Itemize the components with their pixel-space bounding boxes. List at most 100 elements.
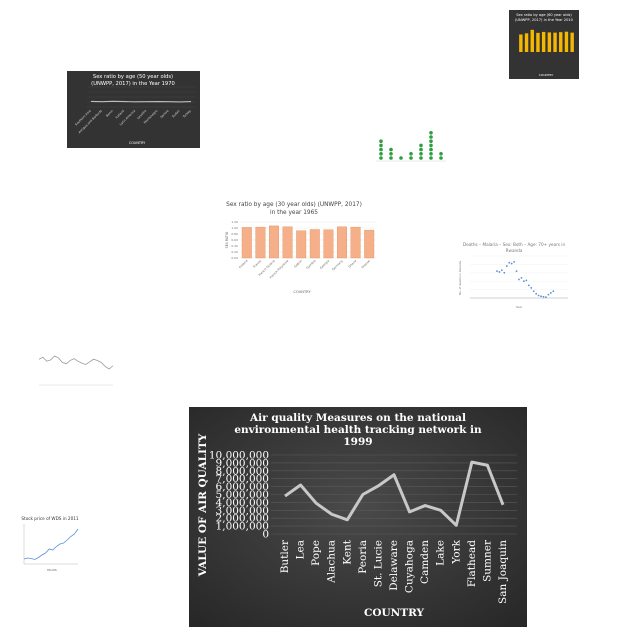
y-tick-label: 8,000,000: [216, 465, 269, 477]
x-axis-label: Year: [516, 305, 523, 309]
x-tick-label: Samoa: [159, 109, 169, 119]
x-tick-label: Pope: [310, 540, 322, 566]
bar: [564, 31, 569, 52]
x-tick-label: France: [252, 259, 262, 269]
x-tick-label: Finland: [238, 259, 248, 269]
y-tick-label: 0.40: [231, 244, 238, 248]
y-axis-label: SEX RATIO: [225, 231, 229, 248]
bar: [530, 29, 534, 52]
y-tick-label: 3,000,000: [216, 505, 269, 517]
chart-title-line: (UNWPP, 2017) in the Year 2010: [515, 18, 574, 22]
data-point: [513, 260, 515, 263]
y-tick-label: 10,000,000: [209, 450, 269, 462]
data-point: [429, 139, 433, 143]
data-point: [429, 156, 433, 160]
y-tick-label: 7,000,000: [216, 473, 269, 485]
y-tick-label: 0: [262, 529, 269, 541]
x-tick-label: Sudan: [171, 109, 181, 119]
chart-background: [189, 407, 527, 627]
bar: [519, 34, 523, 52]
data-point: [530, 287, 533, 289]
data-point: [419, 152, 423, 156]
data-point: [547, 293, 550, 296]
y-tick-label: 4,000,000: [216, 497, 269, 509]
chart-title-line: Sex ratio by age (60 year olds): [516, 13, 572, 17]
bar: [553, 32, 557, 52]
y-tick-label: 9,000,000: [216, 457, 269, 469]
data-point: [419, 147, 423, 152]
chart-wave-line-svg: [38, 355, 114, 386]
chart-title-line: Air quality Measures on the national: [249, 412, 466, 424]
data-point: [552, 290, 555, 293]
data-point: [498, 271, 501, 273]
y-tick-label: 0.60: [231, 238, 238, 242]
data-point: [429, 152, 433, 156]
x-axis-label: COUNTRY: [364, 607, 424, 619]
x-tick-label: Sumner: [481, 539, 493, 582]
x-tick-label: Gambia: [305, 259, 316, 270]
chart-green-dots-svg: [376, 131, 446, 162]
data-point: [389, 152, 393, 156]
x-tick-label: Iceland: [115, 109, 126, 120]
x-tick-label: Kent: [341, 539, 353, 565]
x-axis-label: COUNTRY: [293, 290, 311, 294]
data-point: [379, 147, 383, 152]
bar: [364, 229, 375, 259]
y-tick-label: 0.00: [231, 256, 238, 260]
bar: [323, 229, 334, 259]
chart-malaria: Deaths – Malaria – Sex: Both – Age: 70+ …: [452, 240, 572, 312]
x-axis-label: COUNTRY: [539, 73, 554, 77]
data-point: [508, 261, 511, 264]
chart-title-line: Rwanda: [506, 248, 523, 253]
x-tick-label: Turkey: [181, 109, 192, 120]
y-tick-label: 6,000,000: [216, 481, 269, 493]
chart-stock-price-svg: Stock price of WDS in 2011 Month: [21, 516, 79, 572]
data-point: [379, 143, 383, 148]
x-axis-label: Month: [47, 568, 57, 572]
y-axis-label: VALUE OF AIR QUALITY: [197, 433, 209, 577]
x-tick-label: Germany: [331, 259, 344, 272]
bar: [309, 229, 320, 259]
x-tick-label: Lea: [295, 540, 307, 559]
series-line: [90, 100, 192, 103]
bar: [570, 32, 574, 52]
data-point: [439, 152, 443, 156]
x-tick-label: York: [450, 539, 462, 564]
bar: [241, 227, 252, 259]
data-point: [379, 139, 383, 143]
chart-sex-ratio-50: Sex ratio by age (50 year olds) (UNWPP, 2…: [67, 71, 200, 148]
data-point: [419, 143, 423, 148]
bar: [337, 226, 347, 259]
data-point: [429, 135, 433, 139]
chart-wave-line: [27, 345, 117, 395]
chart-sex-ratio-50-svg: Sex ratio by age (50 year olds)(UNWPP, 2…: [67, 71, 200, 148]
x-tick-label: Lesotho: [136, 109, 147, 120]
chart-title-line: Sex ratio by age (50 year olds): [93, 74, 173, 80]
series-line: [38, 355, 114, 370]
bar: [559, 32, 563, 52]
data-point: [429, 147, 433, 152]
y-axis-label: No. of deaths in Rwanda: [458, 261, 462, 295]
chart-title-line: in the year 1965: [270, 210, 318, 216]
bar: [269, 225, 279, 259]
bar: [255, 226, 266, 259]
chart-malaria-svg: Deaths – Malaria – Sex: Both – Age: 70+ …: [458, 242, 568, 309]
data-point: [429, 143, 433, 148]
data-point: [525, 279, 528, 282]
chart-sex-ratio-30-svg: Sex ratio by age (30 year olds) (UNWPP, …: [225, 202, 376, 294]
x-tick-label: Gabon: [293, 259, 303, 269]
chart-sex-ratio-60: Sex ratio by age (60 year olds) (UNWPP, 2…: [509, 10, 579, 79]
data-point: [532, 290, 535, 293]
x-tick-label: Greece: [361, 259, 371, 269]
chart-title-line: 1999: [343, 436, 372, 448]
data-point: [439, 156, 443, 160]
chart-sex-ratio-60-svg: Sex ratio by age (60 year olds)(UNWPP, 2…: [509, 10, 579, 79]
bar: [282, 226, 293, 259]
y-tick-label: 2,000,000: [216, 513, 269, 525]
bar: [296, 230, 307, 259]
data-point: [409, 152, 413, 156]
data-point: [510, 262, 513, 265]
data-point: [520, 276, 523, 279]
data-point: [379, 156, 383, 160]
y-tick-label: 5,000,000: [216, 489, 269, 501]
